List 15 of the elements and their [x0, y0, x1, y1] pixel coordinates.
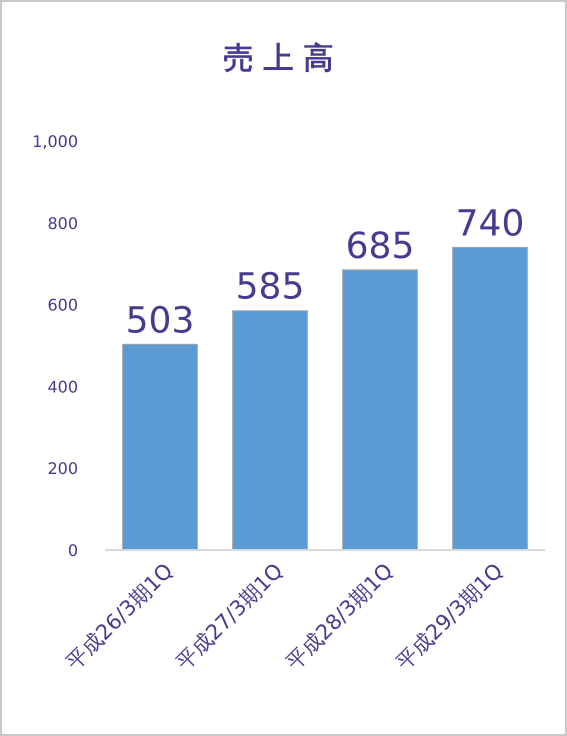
- y-tick-label: 200: [47, 459, 78, 478]
- data-label: 585: [236, 266, 304, 308]
- chart-title: 売上高: [224, 41, 344, 76]
- data-label: 503: [126, 300, 194, 342]
- y-tick-label: 0: [68, 541, 78, 560]
- y-tick-label: 400: [47, 377, 78, 396]
- bar: [342, 269, 418, 550]
- bar: [232, 310, 308, 550]
- bar: [452, 246, 528, 550]
- y-tick-label: 1,000: [32, 132, 78, 151]
- bar: [122, 344, 198, 550]
- data-label: 740: [456, 203, 524, 244]
- y-tick-label: 600: [47, 296, 78, 315]
- data-label: 685: [346, 226, 414, 267]
- y-tick-label: 800: [47, 214, 78, 233]
